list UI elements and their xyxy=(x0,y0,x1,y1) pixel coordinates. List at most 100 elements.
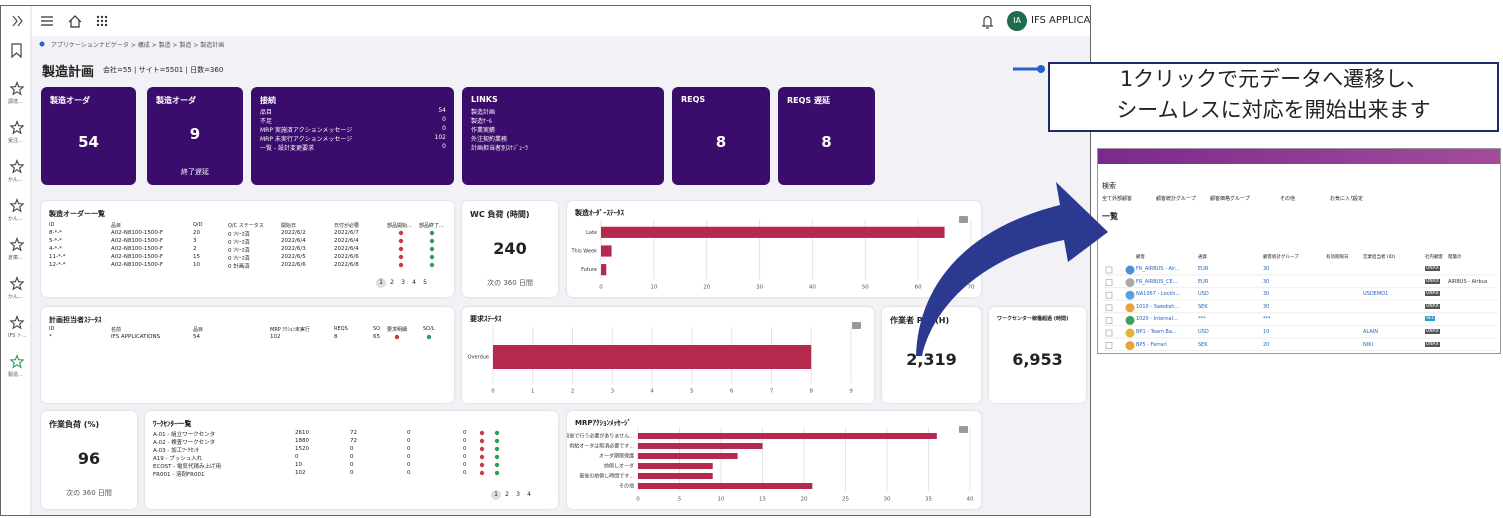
sidebar-label[interactable]: 製造... xyxy=(8,372,23,378)
table-cell: 0 xyxy=(463,446,467,452)
tile-item-label[interactable]: 品目 xyxy=(260,109,273,116)
inset-cell: 30 xyxy=(1263,278,1270,285)
sidebar-label[interactable]: かん... xyxy=(8,177,23,183)
inset-toolbar-item[interactable]: 顧客価格グループ xyxy=(1210,196,1250,202)
tile-link[interactable]: 作業実績 xyxy=(471,127,496,134)
inset-header-cell: 有効期限日 xyxy=(1326,255,1349,260)
tile[interactable]: LINKS 製造計画製造ｹｰﾙ 作業実績外注契約業務計画担当者別ｽｹｼﾞｭｰﾗ xyxy=(462,87,664,185)
callout-line: 1クリックで元データへ遷移し、 xyxy=(1119,67,1428,91)
page-button[interactable]: 5 xyxy=(423,279,427,286)
tile-title[interactable]: 製造オーダ xyxy=(156,96,196,105)
inset-cell[interactable]: NA1067 - Lockh... xyxy=(1136,291,1181,298)
table-cell[interactable]: A-01 - 組立ワークセンタ xyxy=(153,432,216,438)
sidebar: 調達... 受注... かん... かん... 倉庫... かん... IFS ト... 製造… xyxy=(1,6,31,515)
chart-title: 製造ｵｰﾀﾞｰｽﾃｰﾀｽ xyxy=(575,209,624,217)
page-button[interactable]: 1 xyxy=(376,278,386,288)
tile-title[interactable]: LINKS xyxy=(471,95,498,104)
context[interactable]: 会社=55 | サイト=5501 | 日数=360 xyxy=(103,66,224,74)
inset-cell: UNAX xyxy=(1425,329,1440,334)
table-header: 開始日 xyxy=(281,223,297,229)
inset-checkbox xyxy=(1105,329,1113,337)
inset-toolbar-item[interactable]: 設定 xyxy=(1353,196,1364,202)
tile-link[interactable]: 製造ｹｰﾙ xyxy=(471,118,493,125)
inset-cell: 20 xyxy=(1263,341,1270,348)
page-button[interactable]: 2 xyxy=(390,279,394,286)
tile[interactable]: REQS 遅延 8 xyxy=(778,87,875,185)
tile-title[interactable]: REQS xyxy=(681,95,706,104)
table-cell[interactable]: 11-*-* xyxy=(49,254,66,260)
table-cell[interactable]: 5-*-* xyxy=(49,238,62,244)
tile[interactable]: 製造オーダ 9 終了遅延 xyxy=(147,87,243,185)
page-button[interactable]: 4 xyxy=(527,491,531,498)
x-tick-label: 70 xyxy=(968,285,975,291)
table-title: ﾜｰｸｾﾝﾀｰ一覧 xyxy=(153,420,192,428)
table-header: 日付が必要 xyxy=(334,223,360,229)
tile-title[interactable]: REQS 遅延 xyxy=(787,96,830,105)
table-cell[interactable]: 4-*-* xyxy=(49,246,62,252)
inset-cell[interactable]: FR_AIRBUS - Air... xyxy=(1136,266,1180,272)
inset-toolbar-item[interactable]: 全て外部顧客 xyxy=(1102,196,1133,202)
tile-item-label[interactable]: MRP 実施済アクションメッセージ xyxy=(260,127,353,134)
status-dot xyxy=(479,438,485,444)
tile-title[interactable]: 接続 xyxy=(260,96,276,105)
table-cell: 0 xyxy=(350,470,354,476)
sidebar-label[interactable]: IFS ト... xyxy=(8,333,27,339)
page-title: 製造計画 xyxy=(42,65,95,80)
sidebar-label[interactable]: かん... xyxy=(8,216,23,222)
chart-card: 製造ｵｰﾀﾞｰｽﾃｰﾀｽ 0 10 20 30 40 50 60 70 Late This Week… xyxy=(567,201,981,297)
table-cell[interactable]: A-02 - 検査ワークセンタ xyxy=(153,440,216,446)
tile-link[interactable]: 製造計画 xyxy=(471,109,496,116)
chrome-icons xyxy=(11,6,1045,515)
page-button[interactable]: 3 xyxy=(401,279,405,286)
category-label: Future xyxy=(581,267,597,273)
kpi-title: WC 負荷 (時間) xyxy=(470,210,530,219)
tile-item-label[interactable]: MRP 未実行アクションメッセージ xyxy=(260,136,353,143)
bar xyxy=(638,453,738,459)
breadcrumb[interactable]: アプリケーションナビゲータ > 構成 > 製造 > 製造 > 製造計画 xyxy=(51,42,225,49)
sidebar-label[interactable]: 受注... xyxy=(8,138,23,144)
inset-toolbar-item[interactable]: その他 xyxy=(1280,196,1296,202)
table-cell[interactable]: A-03 - 加工ﾜｰｸｾﾝﾀ xyxy=(153,448,199,454)
tile-item-label[interactable]: 一覧 - 設計変更要求 xyxy=(260,145,314,152)
user-name[interactable]: IFS APPLICATI xyxy=(1031,15,1090,26)
inset-toolbar-item[interactable]: 顧客統計グループ xyxy=(1156,196,1196,202)
inset-cell[interactable]: 1010 - Swedish... xyxy=(1136,303,1180,310)
status-dots xyxy=(479,470,500,476)
chart-menu-button xyxy=(852,322,861,329)
tile-link[interactable]: 計画担当者別ｽｹｼﾞｭｰﾗ xyxy=(471,145,529,152)
inset-cell[interactable]: 1020 - Internal... xyxy=(1136,316,1178,323)
table-cell[interactable]: ECOST - 電気代積み上げ用 xyxy=(153,464,221,470)
x-tick-label: 5 xyxy=(678,497,682,503)
page-button[interactable]: 2 xyxy=(505,491,509,498)
bar xyxy=(601,245,612,257)
tile[interactable]: REQS 8 xyxy=(672,87,770,185)
table-cell[interactable]: 12-*-* xyxy=(49,262,66,268)
tile-link[interactable]: 外注契約業務 xyxy=(471,136,508,143)
inset-cell[interactable]: FR_AIRBUS_CE... xyxy=(1136,278,1178,285)
tile[interactable]: 接続 品目 54 不足 0 MRP 実施済アクションメッセージ 0 MRP 未実行アクションメ… xyxy=(251,87,454,185)
status-dots xyxy=(479,430,500,436)
kpi-card: ワークセンター稼働超過 (時間) 6,953 xyxy=(989,307,1086,403)
user-avatar[interactable]: IA xyxy=(1013,16,1021,25)
inset-checkbox xyxy=(1105,279,1113,286)
page-button[interactable]: 3 xyxy=(516,491,520,498)
inset-cell[interactable]: BP1 - Team Ba... xyxy=(1136,329,1177,335)
page-button[interactable]: 4 xyxy=(412,279,416,286)
x-tick-label: 0 xyxy=(599,285,603,291)
table-cell[interactable]: A19 - プッシュ入れ xyxy=(153,456,203,462)
tile[interactable]: 製造オーダ 54 xyxy=(41,87,136,185)
table-cell[interactable]: 8-*-* xyxy=(49,230,62,236)
inset-cell[interactable]: BP5 - Ferrari xyxy=(1136,341,1167,348)
page-button[interactable]: 1 xyxy=(491,490,501,500)
tile-item-label[interactable]: 不足 xyxy=(260,118,273,125)
sidebar-label[interactable]: 調達... xyxy=(8,99,23,105)
sidebar-label[interactable]: かん... xyxy=(8,294,23,300)
inset-screenshot[interactable]: 検索 一覧 全て外部顧客 顧客統計グループ 顧客価格グループ その他 お気に入り 設定 顧客… xyxy=(1097,148,1501,354)
x-tick-label: 30 xyxy=(884,497,891,503)
tile-title[interactable]: 製造オーダ xyxy=(50,96,90,105)
inset-toolbar-item[interactable]: お気に入り xyxy=(1330,196,1356,202)
category-label: オーダ期限保護 xyxy=(599,453,634,460)
sidebar-label[interactable]: 倉庫... xyxy=(8,255,23,261)
x-tick-label: 35 xyxy=(925,497,932,503)
table-cell[interactable]: FR001 - 溶剤FR001 xyxy=(153,472,205,478)
